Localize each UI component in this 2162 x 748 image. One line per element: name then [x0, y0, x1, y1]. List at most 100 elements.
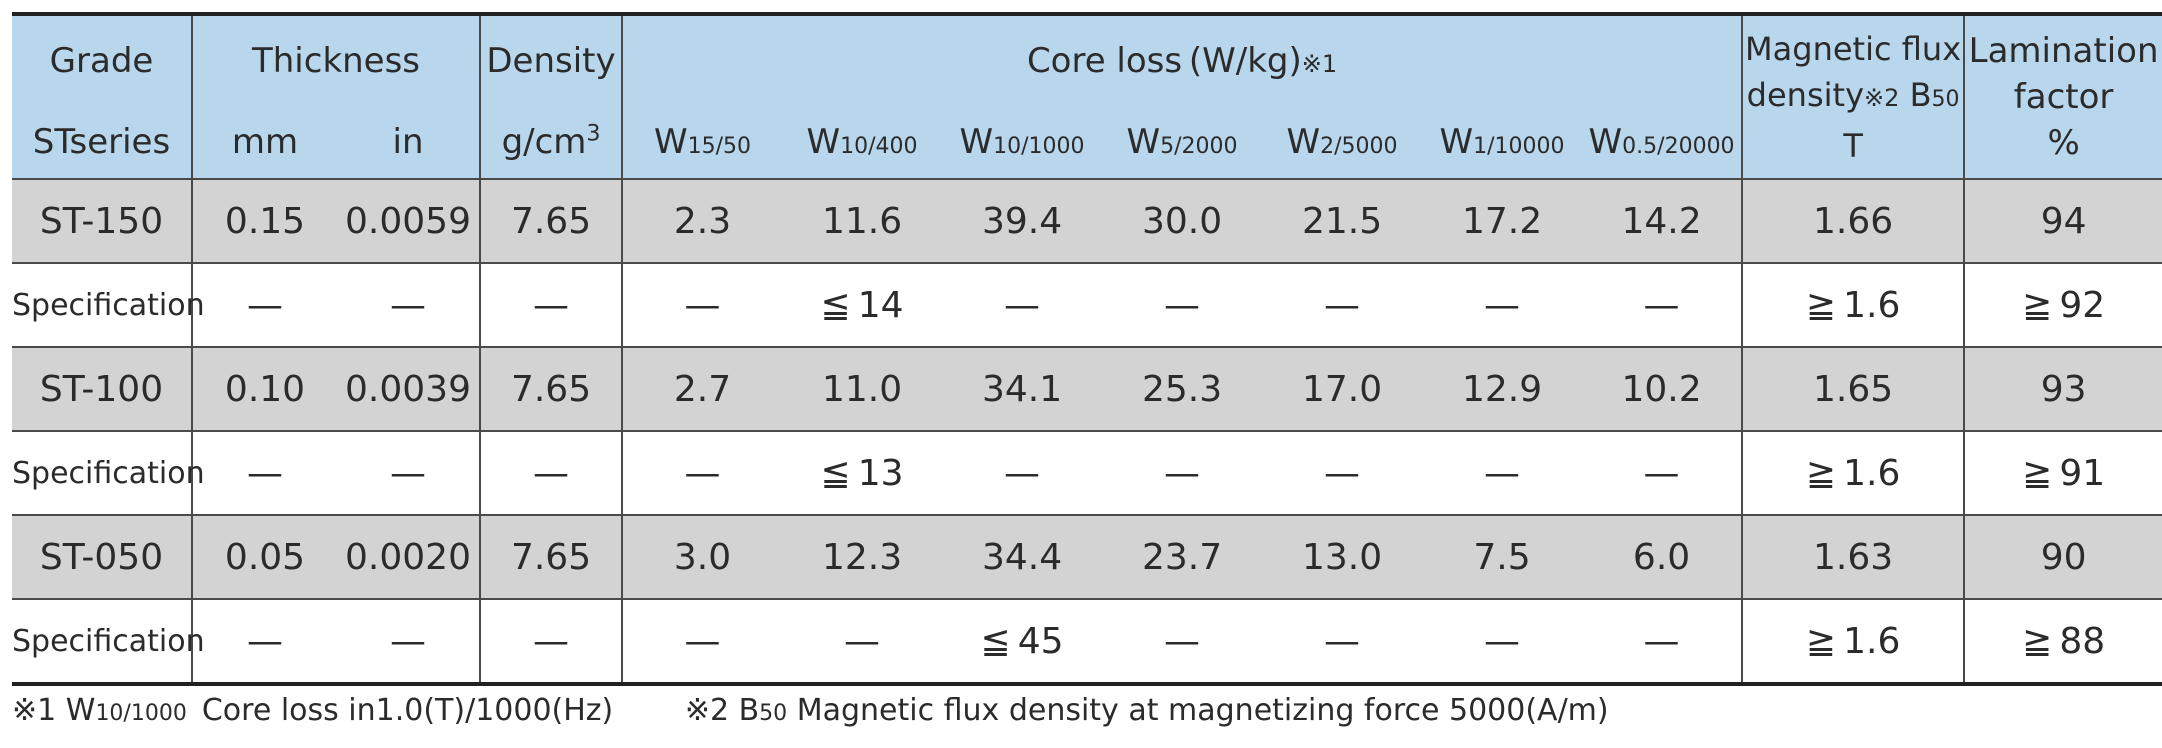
- table-cell: 10.2: [1582, 347, 1744, 432]
- spec-label-cell: Specification: [12, 599, 205, 684]
- density-unit-sup: 3: [586, 121, 601, 147]
- table-cell: —: [1262, 599, 1423, 684]
- table-cell: —: [479, 599, 624, 684]
- mag-line2: density※2 B50: [1743, 72, 1963, 123]
- header-w-col: W2/5000: [1262, 106, 1423, 180]
- grade-row: ST-100 0.10 0.0039 7.65 2.7 11.0 34.1 25.3 17.0 1…: [12, 347, 2162, 432]
- table-cell: —: [1102, 431, 1263, 516]
- grade-name-cell: ST-050: [12, 515, 193, 600]
- table-cell: 14.2: [1582, 179, 1744, 264]
- table-cell: ≦ 13: [782, 431, 943, 516]
- table-cell: 0.05: [191, 515, 337, 600]
- table-cell: ≧ 1.6: [1741, 599, 1966, 684]
- table-cell: —: [337, 599, 482, 684]
- header-density: Density: [479, 14, 624, 106]
- header-lamination: Lamination factor %: [1963, 14, 2162, 180]
- table-cell: —: [1582, 599, 1744, 684]
- table-cell: —: [191, 599, 337, 684]
- header-stseries: STseries: [12, 106, 193, 180]
- header-w-col: W0.5/20000: [1582, 106, 1743, 180]
- mag-b: B: [1909, 75, 1932, 114]
- table-cell: 39.4: [942, 179, 1103, 264]
- table-cell: —: [1582, 263, 1744, 348]
- table-cell: 94: [1963, 179, 2162, 264]
- header-row-2: STseries mm in g/cm3 W15/50 W10/400 W10/…: [12, 106, 2162, 180]
- mag-b-sub: 50: [1931, 86, 1960, 112]
- specification-row: Specification — — — — — ≦ 45— — — — ≧ 1.6 ≧ 88: [12, 599, 2162, 684]
- header-grade: Grade: [12, 14, 193, 106]
- table-cell: 17.0: [1262, 347, 1423, 432]
- table-cell: 2.7: [621, 347, 783, 432]
- core-loss-properties-table: Grade Thickness Density Core loss (W/kg)…: [12, 12, 2162, 686]
- table-cell: 34.4: [942, 515, 1103, 600]
- header-row-1: Grade Thickness Density Core loss (W/kg)…: [12, 14, 2162, 180]
- grade-name-cell: ST-150: [12, 179, 193, 264]
- table-cell: 2.3: [621, 179, 783, 264]
- header-core-loss: Core loss (W/kg)※1: [621, 14, 1744, 106]
- footnote-2: ※2 B50 Magnetic flux density at magnetiz…: [684, 693, 1609, 728]
- table-cell: 7.65: [479, 179, 624, 264]
- table-cell: 7.65: [479, 347, 624, 432]
- mag-note: ※2: [1864, 83, 1900, 112]
- table-cell: ≦ 45: [942, 599, 1103, 684]
- table-cell: ≧ 92: [1963, 263, 2162, 348]
- lam-line2: factor: [2013, 77, 2114, 117]
- table-cell: —: [1262, 263, 1423, 348]
- specification-row: Specification — — — — ≦ 13— — — — — ≧ 1.6 ≧ 91: [12, 431, 2162, 516]
- specification-row: Specification — — — — ≦ 14— — — — — ≧ 1.6 ≧ 92: [12, 263, 2162, 348]
- core-loss-note: ※1: [1301, 50, 1338, 78]
- table-cell: 1.66: [1741, 179, 1966, 264]
- header-w-col: W10/400: [782, 106, 943, 180]
- table-cell: —: [191, 263, 337, 348]
- header-w-col: W10/1000: [942, 106, 1103, 180]
- table-cell: ≧ 1.6: [1741, 431, 1966, 516]
- header-w-col: W15/50: [621, 106, 783, 180]
- table-cell: 11.0: [782, 347, 943, 432]
- table-cell: —: [337, 431, 482, 516]
- table-cell: —: [1102, 263, 1263, 348]
- table-cell: —: [1582, 431, 1744, 516]
- table-cell: 1.63: [1741, 515, 1966, 600]
- table-cell: 0.15: [191, 179, 337, 264]
- lam-line1: Lamination: [1968, 31, 2159, 71]
- table-cell: —: [1422, 599, 1583, 684]
- table-cell: 21.5: [1262, 179, 1423, 264]
- table-cell: 11.6: [782, 179, 943, 264]
- table-cell: 0.0059: [337, 179, 482, 264]
- grade-row: ST-050 0.05 0.0020 7.65 3.0 12.3 34.4 23.7 13.0 7…: [12, 515, 2162, 600]
- grade-row: ST-150 0.15 0.0059 7.65 2.3 11.6 39.4 30.0 21.5 1…: [12, 179, 2162, 264]
- table-cell: ≦ 14: [782, 263, 943, 348]
- header-w-col: W1/10000: [1422, 106, 1583, 180]
- table-cell: —: [1422, 263, 1583, 348]
- table-cell: 3.0: [621, 515, 783, 600]
- table-cell: —: [479, 263, 624, 348]
- header-density-unit: g/cm3: [479, 106, 624, 180]
- table-cell: 93: [1963, 347, 2162, 432]
- mag-density: density: [1746, 75, 1864, 114]
- spec-label-cell: Specification: [12, 263, 205, 348]
- table-cell: 12.3: [782, 515, 943, 600]
- table-cell: 6.0: [1582, 515, 1744, 600]
- header-in: in: [337, 106, 482, 180]
- properties-table-container: Grade Thickness Density Core loss (W/kg)…: [12, 12, 2162, 686]
- table-cell: —: [1262, 431, 1423, 516]
- table-cell: —: [337, 263, 482, 348]
- core-loss-label: Core loss (W/kg): [1026, 41, 1302, 81]
- table-cell: —: [621, 599, 783, 684]
- footnotes: ※1 W10/1000 Core loss in1.0(T)/1000(Hz) …: [12, 693, 1609, 728]
- table-cell: 17.2: [1422, 179, 1583, 264]
- table-cell: 34.1: [942, 347, 1103, 432]
- density-unit: g/cm: [501, 122, 587, 162]
- spec-label-cell: Specification: [12, 431, 205, 516]
- lam-unit: %: [2047, 123, 2080, 163]
- header-mm: mm: [191, 106, 337, 180]
- table-cell: 7.65: [479, 515, 624, 600]
- mag-line1: Magnetic flux: [1745, 29, 1962, 68]
- table-cell: 13.0: [1262, 515, 1423, 600]
- table-cell: —: [621, 263, 783, 348]
- table-cell: ≧ 88: [1963, 599, 2162, 684]
- table-cell: —: [191, 431, 337, 516]
- table-cell: 30.0: [1102, 179, 1263, 264]
- table-cell: 0.0039: [337, 347, 482, 432]
- table-cell: —: [621, 431, 783, 516]
